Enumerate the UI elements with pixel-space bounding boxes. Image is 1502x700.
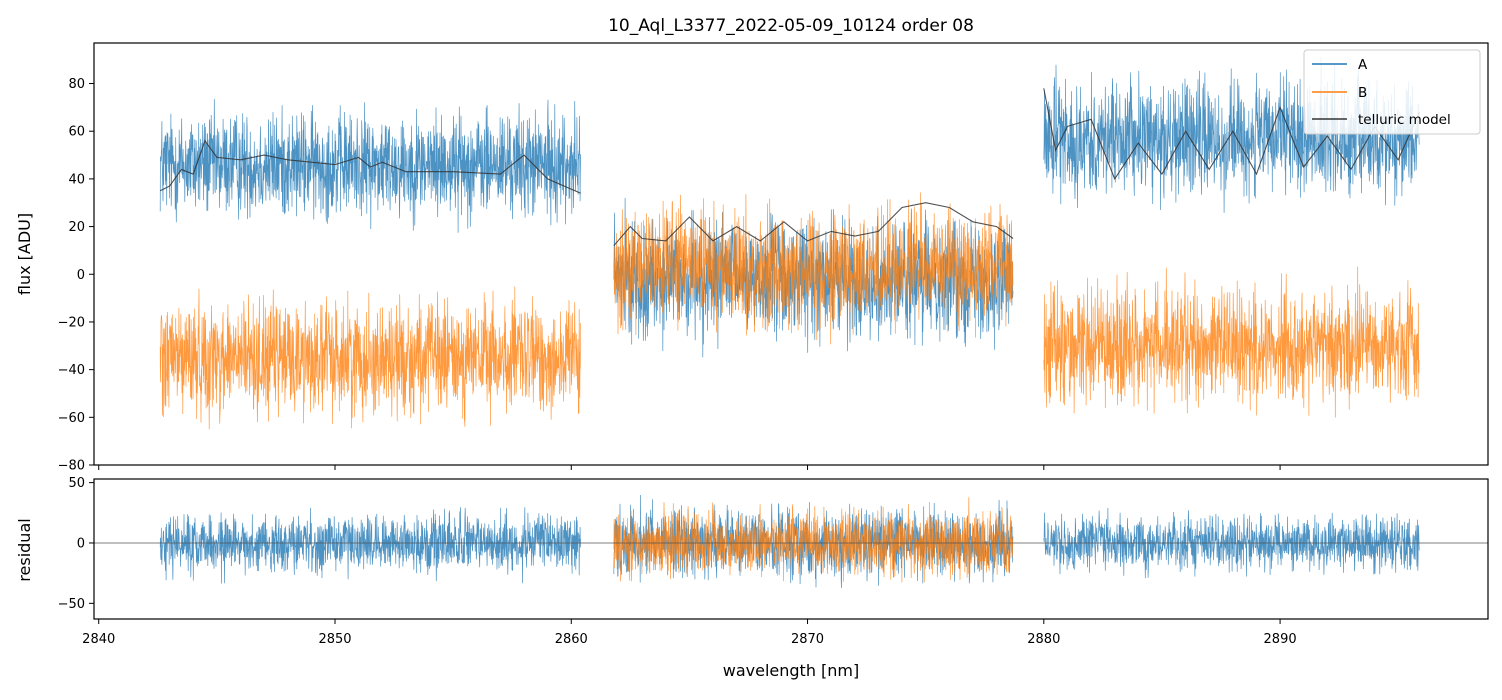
- chart-title: 10_Aql_L3377_2022-05-09_10124 order 08: [608, 16, 974, 36]
- series-a-segment-0: [159, 99, 581, 233]
- telluric-model-segment-0: [159, 139, 581, 194]
- flux-ytick-label: 60: [68, 125, 85, 140]
- residual-y-axis-label: residual: [15, 518, 34, 581]
- flux-ytick-label: −20: [58, 315, 85, 330]
- x-tick-label: 2840: [82, 632, 115, 647]
- x-tick-label: 2880: [1027, 632, 1060, 647]
- flux-ytick-label: 0: [77, 268, 85, 283]
- x-tick-label: 2850: [318, 632, 351, 647]
- residual-ytick-label: 50: [68, 476, 85, 491]
- legend: A B telluric model: [1303, 49, 1481, 135]
- series-b-segment-2: [1043, 266, 1420, 418]
- legend-label-a: A: [1358, 57, 1368, 73]
- flux-ytick-label: −80: [58, 459, 85, 474]
- x-tick-label: 2890: [1264, 632, 1297, 647]
- series-b-segment-0: [159, 286, 581, 430]
- x-tick-label: 2870: [791, 632, 824, 647]
- residual-b-segment-1: [613, 497, 1014, 583]
- flux-ytick-label: 80: [68, 77, 85, 92]
- residual-a-segment-0: [159, 507, 581, 584]
- flux-panel-frame: [93, 42, 1489, 466]
- residual-axis-ticks: −50 0 50 2840 2850 2860 2870 2880 2890: [58, 476, 1297, 647]
- residual-ytick-label: 0: [77, 536, 85, 551]
- telluric-model-segment-2: [1043, 88, 1421, 181]
- flux-ytick-label: −40: [58, 363, 85, 378]
- legend-label-b: B: [1358, 85, 1367, 101]
- flux-ytick-label: 40: [68, 172, 85, 187]
- residual-panel-frame: [93, 478, 1489, 620]
- flux-ytick-label: −60: [58, 411, 85, 426]
- x-tick-label: 2860: [555, 632, 588, 647]
- flux-y-axis-label: flux [ADU]: [15, 213, 34, 295]
- flux-axis-ticks: −80 −60 −40 −20 0 20 40 60 80: [58, 77, 1281, 474]
- residual-panel-data: [94, 494, 1488, 589]
- x-axis-label: wavelength [nm]: [723, 661, 860, 680]
- flux-panel-data: [159, 56, 1421, 430]
- series-b-segment-1: [613, 192, 1014, 345]
- legend-label-telluric: telluric model: [1358, 112, 1451, 128]
- legend-box: [1303, 49, 1481, 135]
- flux-ytick-label: 20: [68, 220, 85, 235]
- residual-ytick-label: −50: [58, 597, 85, 612]
- telluric-model-segment-1: [613, 202, 1014, 247]
